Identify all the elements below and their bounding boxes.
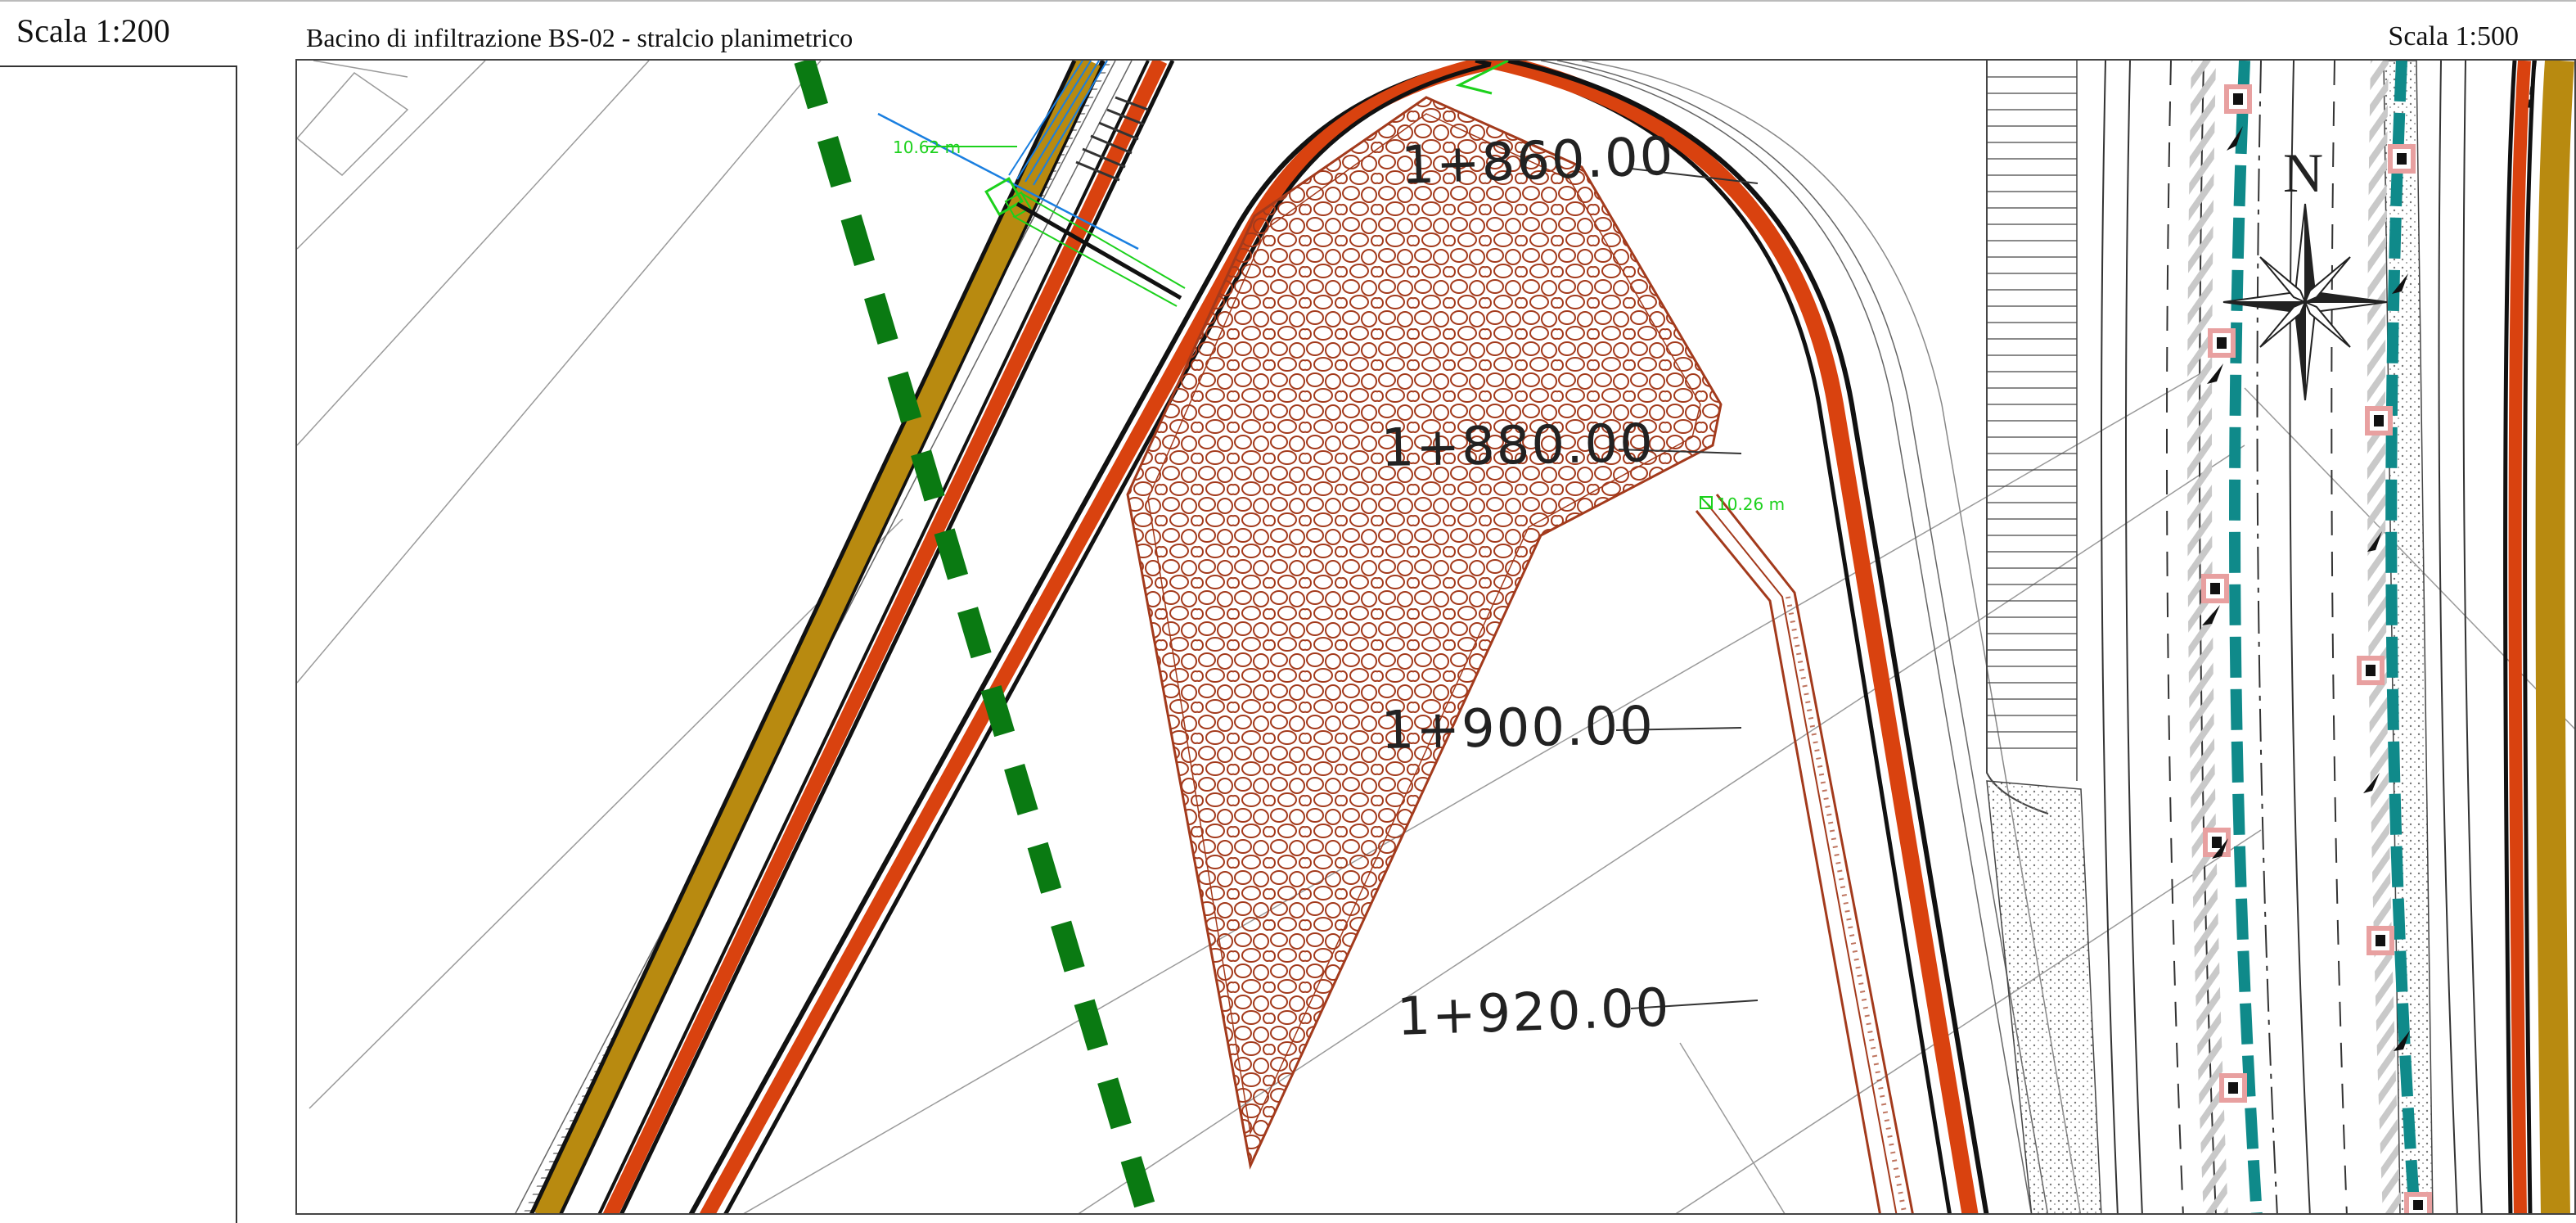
plan-drawing: 1+860.00 1+880.00 1+900.00 1+920.00 10.6… [297,61,2574,1213]
infiltration-basin [1126,96,1723,1170]
drawing-scale-label: Scala 1:500 [2388,21,2519,52]
dotted-sidewalk [1986,780,2102,1213]
left-viewport-frame [0,65,237,1223]
dimension-label: 10.26 m [1717,494,1785,514]
station-label: 1+860.00 [1400,126,1676,196]
sheet-scale-label: Scala 1:200 [16,12,170,49]
hatched-median [2367,61,2401,1213]
left-road-bands [515,61,1175,1213]
green-dashed-pipeline [794,61,1159,1213]
drain-pipe-detail [877,61,1186,307]
sheet-top-border [0,0,2576,2]
basin-outline [1126,96,1723,1170]
crosswalk-stripes [1075,96,1149,182]
north-arrow-label: N [2283,142,2323,204]
north-arrow-icon [2222,203,2388,401]
middle-road [688,61,2082,1213]
station-label: 1+900.00 [1380,696,1655,761]
teal-dashed-duct [2229,61,2263,1213]
drawing-title: Bacino di infiltrazione BS-02 - stralcio… [306,23,853,52]
direction-arrow-icons [2202,126,2410,1051]
retaining-wall-ticks [1987,76,2077,749]
signal-marker-fills [2210,93,2423,1210]
drawing-viewport[interactable]: 1+860.00 1+880.00 1+900.00 1+920.00 10.6… [295,59,2576,1215]
dimension-label: 10.62 m [893,138,961,157]
station-label: 1+920.00 [1396,977,1672,1048]
background-grid-lines [297,61,2574,1213]
dimension-marker [1700,496,1713,509]
signal-markers [2201,84,2432,1213]
station-leader-lines [1615,168,1759,1009]
outlet-channel [1695,494,1914,1213]
right-road-edge [2503,61,2574,1213]
hatched-median [2187,61,2228,1213]
station-label: 1+880.00 [1380,413,1655,479]
